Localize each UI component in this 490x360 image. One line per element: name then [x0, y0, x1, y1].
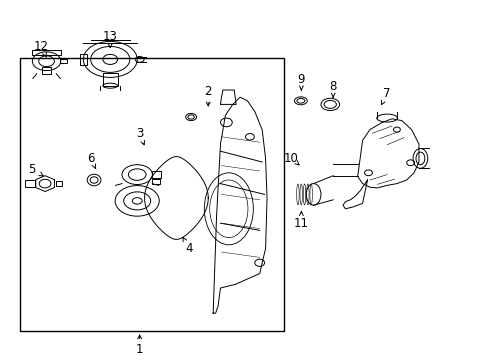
Bar: [60, 59, 67, 63]
Text: 13: 13: [103, 30, 118, 42]
Text: 2: 2: [204, 85, 212, 98]
Text: 10: 10: [284, 152, 299, 165]
Text: 8: 8: [329, 80, 337, 93]
Bar: [103, 73, 118, 86]
Text: 4: 4: [185, 242, 193, 255]
Bar: [80, 54, 87, 65]
Bar: [42, 67, 51, 74]
Text: 7: 7: [383, 87, 391, 100]
Text: 11: 11: [294, 217, 309, 230]
Text: 5: 5: [28, 163, 36, 176]
Bar: [32, 50, 61, 55]
Text: 3: 3: [136, 127, 144, 140]
Bar: [152, 179, 160, 184]
Bar: [56, 181, 62, 186]
Text: 12: 12: [34, 40, 49, 53]
Bar: [20, 58, 284, 331]
Text: 6: 6: [87, 152, 95, 165]
Bar: [25, 180, 35, 187]
Text: 9: 9: [297, 73, 305, 86]
Text: 1: 1: [136, 343, 144, 356]
Bar: [152, 171, 161, 178]
